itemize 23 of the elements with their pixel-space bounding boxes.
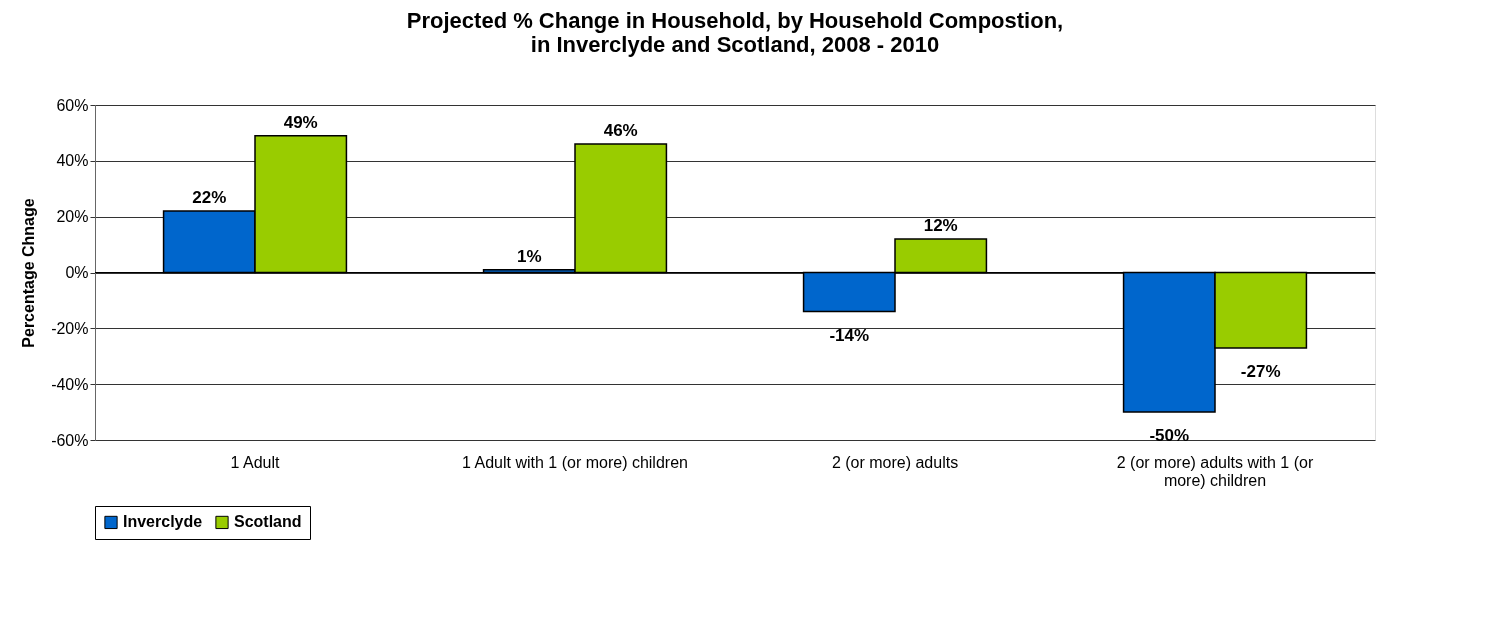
text: in Inverclyde and Scotland, 2008 - 2010: [530, 32, 940, 57]
y-tick-label: 40%: [56, 152, 89, 170]
data-label: 46%: [603, 121, 638, 141]
y-tick-label: -20%: [51, 319, 89, 337]
data-label: 22%: [192, 188, 227, 208]
data-label: 12%: [923, 216, 958, 235]
x-tick-label: 1 Adult: [230, 453, 281, 471]
y-tick-label: 60%: [56, 96, 89, 114]
text: Projected % Change in Household, by Household Compostion,: [406, 8, 1064, 33]
legend-label: Scotland: [234, 513, 302, 531]
data-label: -27%: [1240, 361, 1281, 381]
data-label: 49%: [283, 112, 318, 132]
x-tick-label: 1 Adult with 1 (or more) children: [462, 453, 688, 471]
y-axis-title: Percentage Chnage: [20, 198, 38, 348]
x-tick-label: 2 (or more) adults: [831, 453, 959, 471]
y-tick-label: 0%: [65, 264, 89, 281]
data-label: -14%: [829, 325, 870, 345]
legend-label: Inverclyde: [123, 513, 203, 531]
data-label: 1%: [517, 246, 542, 266]
y-tick-label: 20%: [56, 208, 89, 226]
y-tick-label: -40%: [51, 375, 89, 393]
x-tick-label: 2 (or more) adults with 1 (or more) children: [1116, 453, 1314, 489]
y-tick-label: -60%: [51, 431, 89, 449]
